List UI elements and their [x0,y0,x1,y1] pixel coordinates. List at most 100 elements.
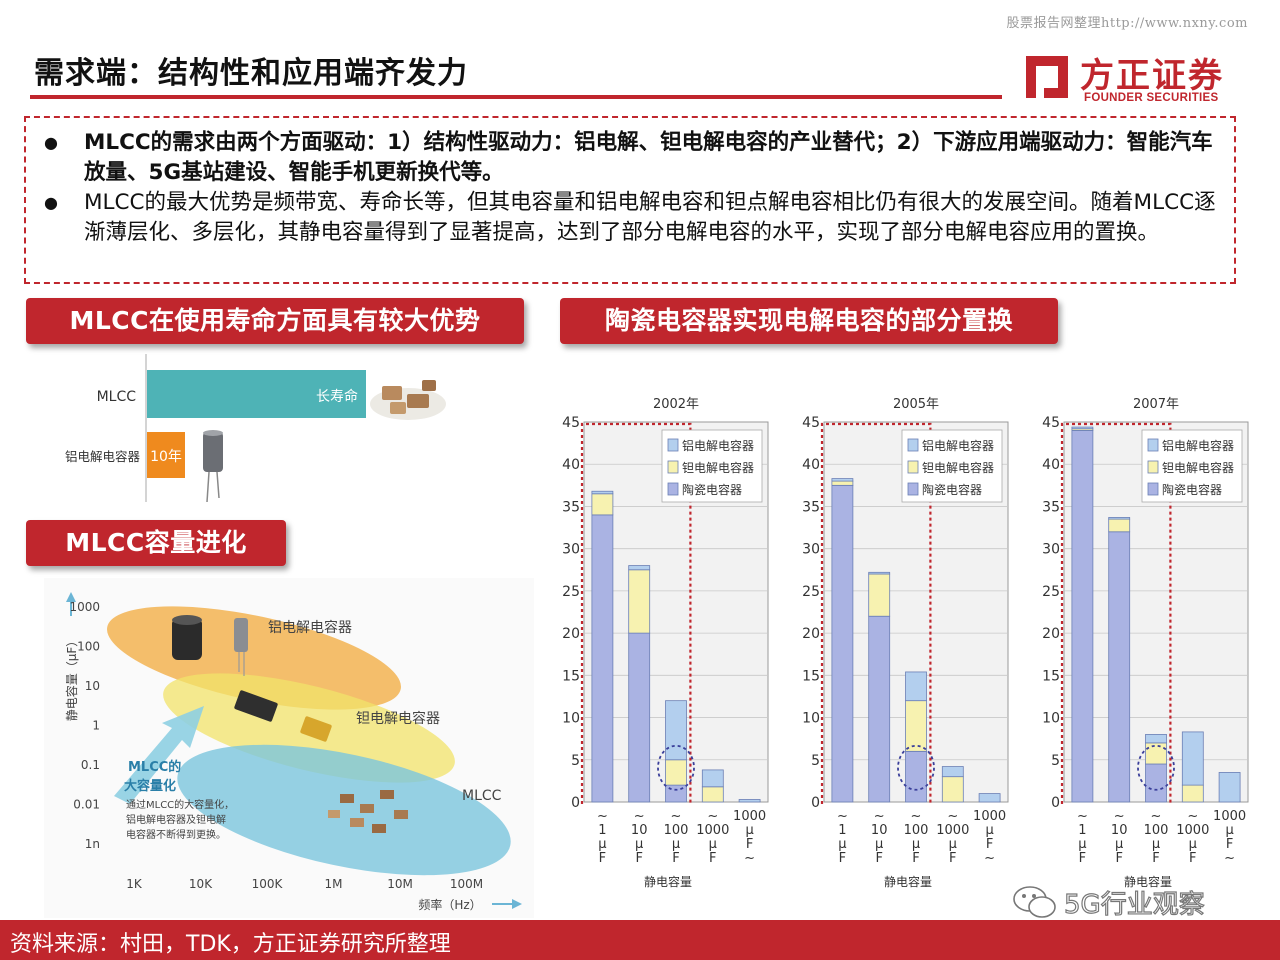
bar-segment [1145,734,1167,744]
x-tick-label: 10 [871,823,888,838]
x-tick-label: μ [672,837,680,852]
y-tick-label: 20 [802,626,820,642]
legend-label: 陶瓷电容器 [922,482,982,497]
legend-swatch [667,438,679,452]
legend-label: 铝电解电容器 [922,438,994,453]
y-tick-label: 10 [802,711,820,727]
bar-segment [978,793,1001,803]
mlcc-chips-icon [370,380,446,420]
evo-region-label: 钽电解电容器 [356,710,440,727]
x-tick-label: ~ [984,851,995,866]
y-tick-label: 0 [811,795,820,811]
x-tick-label: 1 [838,823,846,838]
lifetime-bar-text: 10年 [150,449,182,465]
x-tick-label: μ [985,823,993,838]
x-tick-label: μ [912,837,920,852]
brand-logo: 方正证券 FOUNDER SECURITIES [1022,48,1237,108]
x-tick-label: F [986,837,993,852]
wechat-account-name: 5G行业观察 [1063,889,1205,920]
bar-segment [738,799,761,803]
evo-x-tick-label: 100K [252,877,284,891]
evo-x-arrow-icon [492,899,522,909]
x-tick-label: F [1226,837,1233,852]
x-tick-label: 1000 [936,823,969,838]
section-label-replacement: 陶瓷电容器实现电解电容的部分置换 [560,298,1058,344]
legend-label: 钽电解电容器 [922,460,994,475]
x-tick-label: μ [1152,837,1160,852]
bar-segment [591,490,614,495]
section-label-life: MLCC在使用寿命方面具有较大优势 [26,298,524,344]
highlight-dashed-box [580,422,692,804]
y-tick-label: 10 [562,711,580,727]
lifetime-chart: MLCC 长寿命 铝电解电容器 10年 [65,354,446,503]
x-tick-label: 1000 [733,809,766,824]
tantalum-capacitor-icon [234,690,332,742]
evo-region-label: MLCC [462,788,502,804]
capacity-growth-arrow-icon [114,706,204,804]
y-tick-label: 30 [1042,542,1060,558]
bar-segment [1181,784,1204,803]
title-divider [30,95,1002,99]
evo-y-arrow-icon [66,592,76,616]
mlcc-region [177,744,511,876]
x-tick-label: 100 [1144,823,1169,838]
legend [661,429,763,503]
replacement-chart-2007: 2007年051015202530354045所占比例（%）~1μF~10μF~… [1042,397,1249,889]
wechat-badge: 5G行业观察 [1010,882,1260,922]
y-tick-label: 45 [1042,415,1060,431]
lifetime-row-label: 铝电解电容器 [65,449,141,464]
x-tick-label: μ [635,837,643,852]
y-tick-label: 25 [562,584,580,600]
evo-y-axis-label: 静电容量（μF） [64,635,79,722]
highlight-dashed-box [1060,422,1172,804]
evo-y-tick-label: 100 [77,640,100,654]
x-tick-label: μ [838,837,846,852]
y-tick-label: 35 [1042,499,1060,515]
x-tick-label: ~ [671,809,682,824]
bullet-symbol: ● [44,193,58,212]
bar-segment [941,766,964,778]
x-tick-label: F [1189,851,1196,866]
bullet-text: MLCC的需求由两个方面驱动：1）结构性驱动力：铝电解、钽电解电容的产业替代；2… [84,130,1213,185]
x-tick-label: 100 [664,823,689,838]
evo-y-tick-label: 1n [85,837,100,851]
highlight-dashed-box [820,422,932,804]
evo-x-tick-label: 1M [325,877,343,891]
bar-segment [701,786,724,803]
legend-swatch [1147,482,1159,496]
highlight-circle [897,744,935,791]
wechat-icon [1013,886,1056,918]
bar-segment [905,750,927,803]
evo-x-tick-label: 10M [387,877,413,891]
x-tick-label: F [1079,851,1086,866]
chart-title: 2007年 [1133,397,1179,412]
bar-segment [831,484,854,803]
y-tick-label: 5 [571,753,580,769]
highlight-circle [657,744,695,791]
x-tick-label: ~ [597,809,608,824]
y-tick-label: 15 [802,668,820,684]
legend-label: 钽电解电容器 [1162,460,1234,475]
y-tick-label: 25 [802,584,820,600]
bar-segment [1108,531,1131,803]
legend-label: 陶瓷电容器 [1162,482,1222,497]
evo-arrow-title: MLCC的 [128,759,181,775]
legend [1141,429,1243,503]
x-axis-label: 静电容量 [1124,874,1172,889]
evo-y-tick-label: 10 [85,679,100,693]
chart-title: 2005年 [893,397,939,412]
x-tick-label: 10 [1111,823,1128,838]
x-tick-label: F [672,851,679,866]
electrolytic-capacitor-icon [203,430,223,503]
x-tick-label: F [839,851,846,866]
bar-segment [831,480,854,486]
logo-english-name: FOUNDER SECURITIES [1084,92,1219,104]
bar-segment [1181,731,1204,786]
x-tick-label: 1000 [696,823,729,838]
founder-logo-icon [1026,56,1068,98]
y-tick-label: 45 [802,415,820,431]
legend-label: 铝电解电容器 [1162,438,1234,453]
bar-segment [665,759,687,786]
y-tick-label: 5 [811,753,820,769]
y-tick-label: 10 [1042,711,1060,727]
